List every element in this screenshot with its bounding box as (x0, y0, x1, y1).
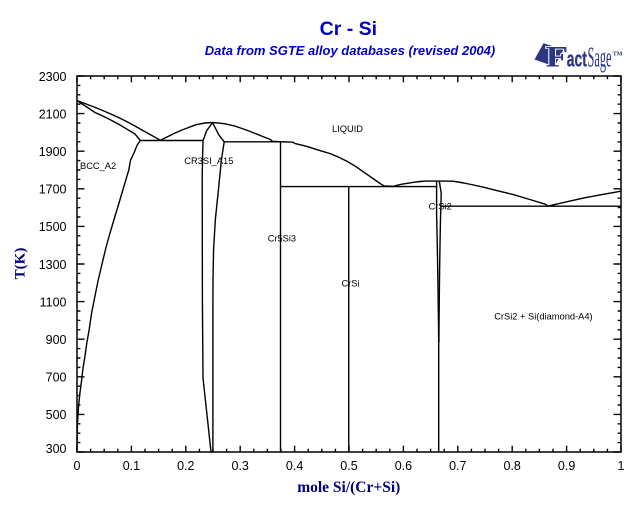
svg-text:Sage: Sage (588, 42, 612, 73)
svg-text:TM: TM (613, 52, 623, 58)
svg-text:act: act (567, 46, 587, 71)
svg-text:BCC_A2: BCC_A2 (80, 161, 116, 171)
svg-text:0.9: 0.9 (558, 459, 575, 473)
svg-text:CrSi2 + Si(diamond-A4): CrSi2 + Si(diamond-A4) (494, 312, 592, 322)
svg-text:300: 300 (46, 442, 67, 456)
svg-text:0.1: 0.1 (123, 459, 140, 473)
svg-text:1: 1 (618, 459, 625, 473)
svg-text:900: 900 (46, 333, 67, 347)
svg-text:0.4: 0.4 (286, 459, 303, 473)
svg-text:1900: 1900 (39, 145, 67, 159)
svg-text:1700: 1700 (39, 183, 67, 197)
svg-text:0: 0 (74, 459, 81, 473)
svg-text:Data from SGTE alloy databases: Data from SGTE alloy databases (revised … (205, 43, 495, 58)
svg-text:0.7: 0.7 (449, 459, 466, 473)
svg-text:0.3: 0.3 (232, 459, 249, 473)
svg-text:mole Si/(Cr+Si): mole Si/(Cr+Si) (297, 479, 400, 496)
svg-text:0.8: 0.8 (504, 459, 521, 473)
svg-text:CR3SI_A15: CR3SI_A15 (184, 156, 233, 166)
svg-text:0.6: 0.6 (395, 459, 412, 473)
svg-text:500: 500 (46, 408, 67, 422)
svg-text:CrSi2: CrSi2 (429, 201, 452, 211)
svg-text:1500: 1500 (39, 220, 67, 234)
svg-text:CrSi: CrSi (342, 278, 360, 288)
svg-text:1100: 1100 (40, 295, 67, 309)
svg-text:0.5: 0.5 (340, 459, 357, 473)
svg-text:Cr - Si: Cr - Si (320, 18, 377, 40)
svg-text:F: F (546, 41, 569, 74)
svg-text:1300: 1300 (39, 258, 67, 272)
svg-text:2300: 2300 (39, 70, 67, 84)
svg-text:T(K): T(K) (13, 248, 29, 280)
svg-text:700: 700 (46, 371, 67, 385)
svg-text:LIQUID: LIQUID (332, 124, 363, 134)
svg-text:2100: 2100 (39, 107, 67, 121)
svg-text:Cr5Si3: Cr5Si3 (268, 234, 296, 244)
svg-text:0.2: 0.2 (177, 459, 194, 473)
